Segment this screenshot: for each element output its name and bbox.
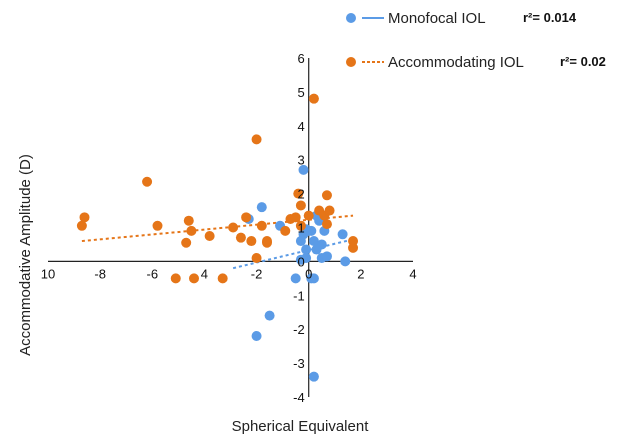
x-tick-label: 10 [41,266,55,281]
data-point-accommodating [280,225,291,236]
data-point-accommodating [290,212,301,223]
data-point-accommodating [321,190,332,201]
y-tick-label: -2 [293,322,305,337]
data-point-accommodating [256,220,267,231]
data-point-accommodating [324,205,335,216]
data-point-monofocal [301,253,312,264]
legend: Monofocal IOL r²= 0.014 Accommodating IO… [346,10,606,71]
data-point-accommodating [181,237,192,248]
data-point-accommodating [321,219,332,230]
y-axis-title: Accommodative Amplitude (D) [17,154,34,356]
data-point-monofocal [295,236,306,247]
data-point-monofocal [337,229,348,240]
data-point-accommodating [76,220,87,231]
data-point-accommodating [308,93,319,104]
data-point-monofocal [308,371,319,382]
legend-item-monofocal: Monofocal IOL r²= 0.014 [346,10,577,27]
data-point-monofocal [311,244,322,255]
y-tick-label: 1 [297,221,304,236]
x-tick-label: -2 [251,266,263,281]
data-point-monofocal [340,256,351,267]
data-point-accommodating [217,273,228,284]
y-tick-label: 2 [297,187,304,202]
y-tick-label: -4 [293,390,305,405]
data-point-monofocal [321,251,332,262]
data-point-accommodating [303,210,314,221]
legend-label-accommodating: Accommodating IOL [388,54,524,71]
data-point-accommodating [79,212,90,223]
y-tick-label: 5 [297,85,304,100]
r2-label-accommodating: r²= 0.02 [560,54,606,69]
y-tick-label: -3 [293,356,305,371]
data-point-accommodating [246,236,257,247]
legend-marker-monofocal [346,13,356,23]
data-point-accommodating [228,222,239,233]
data-point-monofocal [251,330,262,341]
legend-marker-accommodating [346,57,356,67]
data-point-monofocal [298,164,309,175]
data-point-accommodating [262,236,272,247]
data-point-accommodating [186,225,197,236]
y-tick-label: 0 [297,254,304,269]
data-point-monofocal [290,273,301,284]
data-point-accommodating [152,220,163,231]
data-point-monofocal [264,310,275,321]
y-tick-label: -1 [293,288,305,303]
data-point-accommodating [204,230,215,241]
legend-item-accommodating: Accommodating IOL r²= 0.02 [346,54,606,71]
r2-label-monofocal: r²= 0.014 [523,10,577,25]
data-point-monofocal [301,244,312,255]
data-point-monofocal [308,273,319,284]
y-tick-label: 3 [297,153,304,168]
data-point-accommodating [241,212,252,223]
data-point-accommodating [251,253,262,264]
x-tick-label: 4 [201,266,208,281]
trendlines [81,214,354,270]
y-tick-label: 4 [297,119,304,134]
data-point-monofocal [256,202,267,213]
data-points [76,93,359,382]
x-tick-label: 4 [409,266,416,281]
x-tick-label: 0 [305,266,312,281]
data-point-accommodating [183,215,194,226]
x-tick-label: 2 [357,266,364,281]
data-point-accommodating [170,273,181,284]
data-point-accommodating [251,134,262,145]
y-tick-label: 6 [297,51,304,66]
x-axis-title: Spherical Equivalent [232,418,370,435]
data-point-monofocal [306,225,317,236]
data-point-accommodating [189,273,199,284]
x-tick-label: -8 [94,266,106,281]
data-point-monofocal [308,236,319,247]
data-point-accommodating [142,176,153,187]
x-tick-label: -6 [147,266,159,281]
legend-label-monofocal: Monofocal IOL [388,10,486,27]
data-point-accommodating [235,232,246,243]
data-point-accommodating [293,188,304,199]
data-point-accommodating [295,220,306,231]
trendline-monofocal [232,238,354,270]
data-point-accommodating [295,200,306,211]
data-point-accommodating [348,242,359,253]
